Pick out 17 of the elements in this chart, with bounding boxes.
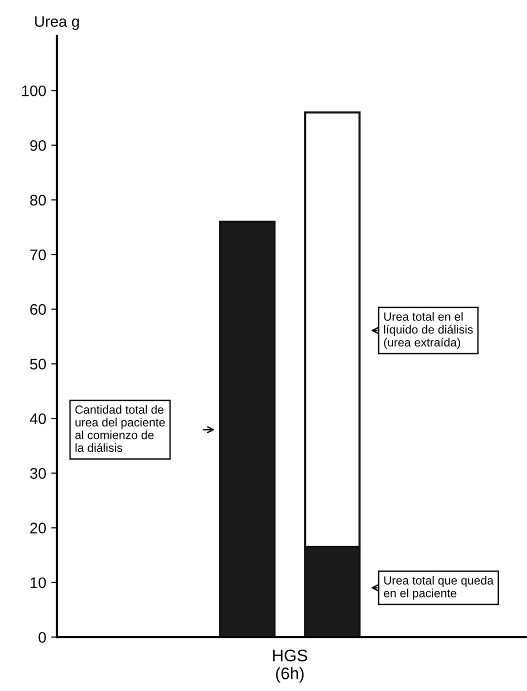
y-tick-label: 80 <box>30 194 46 206</box>
y-tick-label: 70 <box>30 249 46 260</box>
y-tick-label: 100 <box>22 85 46 96</box>
y-axis-title: Urea g <box>35 16 79 30</box>
annotation: Cantidad total de urea del paciente al comienzo de la diálisis <box>75 405 165 452</box>
x-axis-title: HGS (6h) <box>273 650 308 683</box>
y-tick-label: 40 <box>30 413 46 424</box>
y-tick-label: 20 <box>30 522 46 534</box>
y-tick-label: 90 <box>30 140 46 151</box>
bar <box>219 220 276 638</box>
y-tick-label: 30 <box>30 468 46 479</box>
y-tick-label: 0 <box>38 632 46 643</box>
y-tick-label: 50 <box>30 358 46 370</box>
annotation: Urea total que queda en el paciente <box>384 576 494 600</box>
y-tick-label: 60 <box>30 304 46 315</box>
y-tick-label: 10 <box>30 577 46 588</box>
annotation: Urea total en el líquido de diálisis (urea extraída) <box>384 312 473 349</box>
